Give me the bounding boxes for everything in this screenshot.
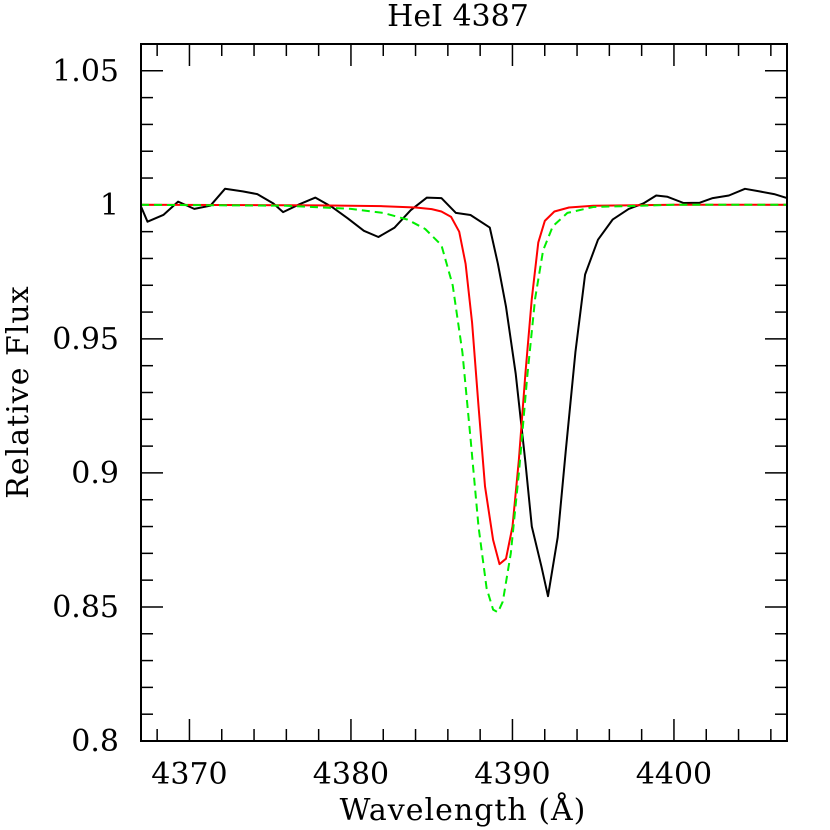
series-line-model-red (140, 203, 787, 566)
x-tick-label: 4390 (474, 757, 550, 792)
x-axis-label: Wavelength (Å) (340, 792, 587, 828)
chart-title: HeI 4387 (387, 0, 529, 34)
plot-frame (140, 43, 788, 742)
y-axis-label: Relative Flux (1, 285, 36, 498)
y-tick-label: 0.95 (52, 322, 119, 357)
y-tick-label: 1 (100, 188, 119, 223)
y-tick-label: 1.05 (52, 54, 119, 89)
y-tick-label: 0.85 (52, 590, 119, 625)
x-tick-label: 4370 (151, 757, 227, 792)
axis-ticks (141, 43, 787, 742)
data-series (140, 187, 788, 614)
series-line-observed (140, 187, 788, 598)
series-line-model-green (140, 203, 787, 614)
y-tick-label: 0.9 (71, 456, 119, 491)
y-tick-label: 0.8 (71, 724, 119, 759)
x-tick-label: 4380 (313, 757, 389, 792)
x-tick-label: 4400 (636, 757, 712, 792)
tick-labels: 4370 4380 4390 4400 0.8 0.85 0.9 0.95 1 1.05 (52, 54, 712, 792)
